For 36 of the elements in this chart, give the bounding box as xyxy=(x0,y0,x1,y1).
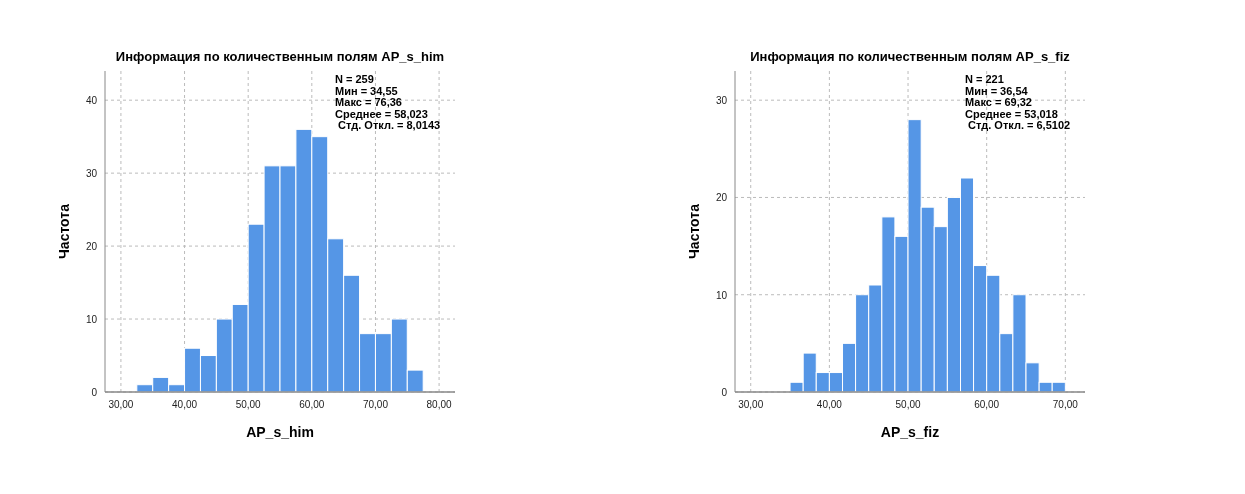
annotation: N = 259 xyxy=(335,73,374,85)
annotation: Мин = 34,55 xyxy=(335,84,398,97)
y-tick-label: 10 xyxy=(85,314,98,326)
y-axis-title: Частота xyxy=(56,203,72,259)
annotation: Стд. Откл. = 8,0143 xyxy=(335,119,441,131)
annotation: N = 221 xyxy=(965,73,1004,85)
y-tick-label: 0 xyxy=(721,387,728,398)
x-tick-label: 50,00 xyxy=(895,399,921,410)
chart-title: Информация по количественным полям AP_s_fiz xyxy=(750,49,1071,64)
x-tick-label: 40,00 xyxy=(172,399,198,410)
x-tick-label: 50,00 xyxy=(235,399,262,410)
y-tick-label: 20 xyxy=(715,192,728,204)
x-tick-label: 60,00 xyxy=(974,399,1000,410)
x-tick-label: 70,00 xyxy=(362,399,389,410)
y-tick-label: 0 xyxy=(91,387,98,398)
y-tick-label: 30 xyxy=(85,168,98,180)
x-axis-title: AP_s_fiz xyxy=(880,424,940,440)
annotation: Стд. Откл. = 6,5102 xyxy=(965,119,1071,131)
y-tick-label: 40 xyxy=(85,95,98,107)
annotation: Макс = 69,32 xyxy=(965,96,1032,108)
x-tick-label: 30,00 xyxy=(108,399,134,410)
x-tick-label: 60,00 xyxy=(299,399,325,410)
y-axis-title: Частота xyxy=(686,203,702,259)
x-tick-label: 40,00 xyxy=(816,399,843,410)
y-tick-label: 10 xyxy=(715,289,728,301)
x-tick-label: 80,00 xyxy=(426,399,453,410)
y-tick-label: 20 xyxy=(85,241,98,253)
chart-title: Информация по количественным полям AP_s_him xyxy=(115,49,445,64)
x-axis-title: AP_s_him xyxy=(246,424,314,440)
annotation: Среднее = 53,018 xyxy=(965,107,1058,120)
annotation: Макс = 76,36 xyxy=(335,96,402,108)
x-tick-label: 30,00 xyxy=(738,399,764,410)
y-tick-label: 30 xyxy=(715,95,728,107)
x-tick-label: 70,00 xyxy=(1052,399,1079,410)
annotation: Мин = 36,54 xyxy=(965,84,1029,97)
annotation: Среднее = 58,023 xyxy=(335,107,428,120)
